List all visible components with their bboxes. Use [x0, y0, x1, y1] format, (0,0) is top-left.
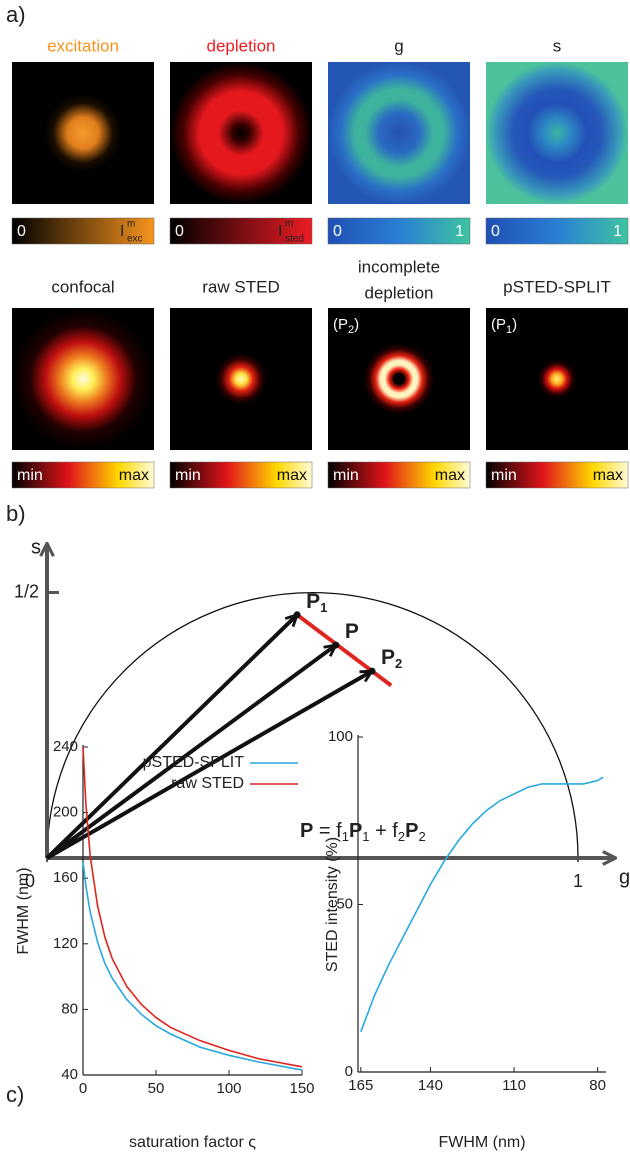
x-tick-label: 110 — [502, 1077, 526, 1094]
x-tick-label: 80 — [589, 1077, 606, 1094]
point-label: P — [345, 620, 359, 643]
point-label-sub: 2 — [395, 657, 402, 672]
x-tick-label: 100 — [216, 1080, 241, 1097]
colorbar-max-sup: m — [285, 219, 293, 230]
x-tick-label: 150 — [289, 1080, 314, 1097]
colorbar-max-base: I — [278, 223, 282, 240]
colorbar-min: min — [333, 467, 359, 484]
colorbar-min: 0 — [491, 223, 500, 240]
image-tag: (P2) — [333, 316, 359, 336]
image — [12, 308, 154, 450]
colorbar-min: 0 — [17, 223, 26, 240]
y-tick-label: 120 — [53, 935, 78, 952]
colorbar-max: 1 — [455, 223, 464, 240]
map-image — [486, 62, 628, 204]
equation-part: 1 — [342, 829, 349, 844]
image-tag: (P1) — [491, 316, 517, 336]
point-label-name: P — [306, 589, 320, 612]
x-axis-title: saturation factor ς — [129, 1134, 256, 1151]
colorbar-min: 0 — [175, 223, 184, 240]
colorbar-min: min — [17, 467, 43, 484]
point — [294, 611, 301, 618]
y-tick-label: 80 — [61, 1000, 78, 1017]
x-tick-label: 140 — [418, 1077, 443, 1094]
image-title: raw STED — [202, 277, 279, 296]
point — [368, 668, 375, 675]
image-tag-close: ) — [354, 316, 359, 333]
equation-part: P — [405, 820, 418, 842]
colorbar-max-base: I — [120, 223, 124, 240]
point — [332, 642, 339, 649]
y-tick-label: 200 — [53, 804, 78, 821]
equation-part: 2 — [418, 829, 425, 844]
axis-label: s — [31, 536, 41, 558]
image-title: depletion — [364, 283, 433, 302]
colorbar — [328, 218, 470, 244]
image-title: pSTED-SPLIT — [503, 277, 611, 296]
map-title: depletion — [206, 36, 275, 55]
point-label: P2 — [381, 646, 402, 672]
map-image — [170, 62, 312, 204]
point-label-name: P — [381, 646, 395, 669]
colorbar — [486, 218, 628, 244]
colorbar-max: max — [119, 467, 149, 484]
image-tag-close: ) — [512, 316, 517, 333]
panel-label: c) — [6, 1082, 24, 1107]
vector-arrow — [47, 645, 336, 858]
map-title: g — [394, 36, 403, 55]
x-tick-label: 50 — [148, 1080, 165, 1097]
series-line — [83, 747, 302, 1067]
map-title: excitation — [47, 36, 119, 55]
colorbar-max: 1 — [613, 223, 622, 240]
map-image — [328, 62, 470, 204]
semicircle — [47, 593, 578, 858]
image-tag-open: (P — [491, 316, 506, 333]
colorbar-max-sub: sted — [285, 234, 304, 245]
axis-label: g — [619, 866, 630, 888]
colorbar-max-sup: m — [127, 219, 135, 230]
image-title: confocal — [51, 277, 114, 296]
y-tick-label: 100 — [328, 728, 353, 745]
colorbar-max-sub: exc — [127, 234, 143, 245]
x-tick-label: 165 — [348, 1077, 373, 1094]
x-tick-label: 0 — [79, 1080, 87, 1097]
y-tick-label: 160 — [53, 869, 78, 886]
colorbar-min: min — [491, 467, 517, 484]
equation-part: P — [349, 820, 362, 842]
tick-label: 1/2 — [14, 581, 39, 601]
panel-label: a) — [6, 2, 26, 27]
equation-part: P — [300, 820, 313, 842]
y-axis-title: STED intensity (%) — [324, 837, 341, 972]
equation-part: 2 — [398, 829, 405, 844]
colorbar-min: 0 — [333, 223, 342, 240]
tick-label: 1 — [573, 871, 583, 891]
colorbar-min: min — [175, 467, 201, 484]
colorbar-max: max — [277, 467, 307, 484]
colorbar-max: max — [435, 467, 465, 484]
colorbar-max: max — [593, 467, 623, 484]
image-tag-open: (P — [333, 316, 348, 333]
panel-label: b) — [6, 501, 26, 526]
image-title: incomplete — [358, 257, 440, 276]
equation-part: 1 — [362, 829, 369, 844]
equation: P = f1P1 + f2P2 — [300, 820, 426, 844]
point-label-sub: 1 — [320, 600, 327, 615]
legend-label: pSTED-SPLIT — [143, 754, 245, 771]
map-title: s — [553, 36, 562, 55]
equation-part: + f — [370, 820, 399, 842]
legend-label: raw STED — [171, 775, 244, 792]
map-image — [12, 62, 154, 204]
y-tick-label: 40 — [61, 1066, 78, 1083]
image — [170, 308, 312, 450]
y-axis-title: FWHM (nm) — [15, 867, 32, 954]
point-label-name: P — [345, 620, 359, 643]
figure: a) b) c) excitation 0 Im exc depletion 0 Im ste… — [0, 0, 630, 1155]
y-tick-label: 240 — [53, 738, 78, 755]
x-axis-title: FWHM (nm) — [438, 1134, 525, 1151]
series-line — [361, 777, 603, 1032]
